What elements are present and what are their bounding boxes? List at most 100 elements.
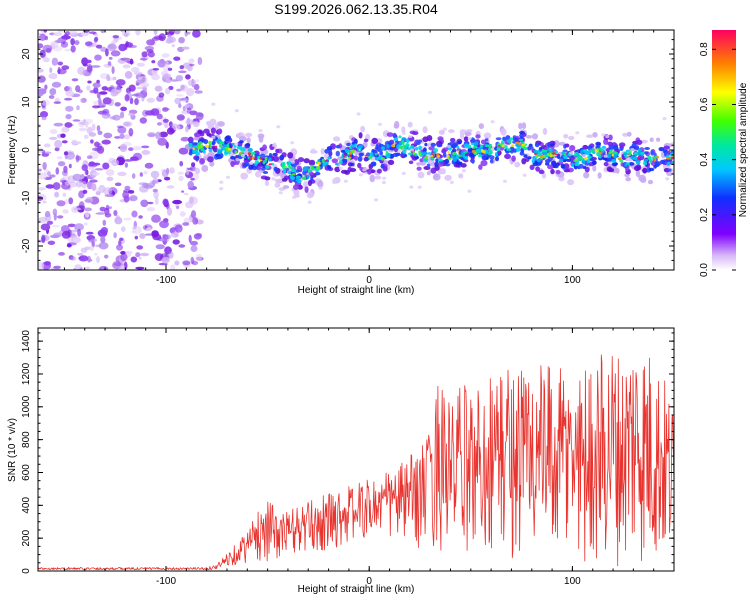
noise-blob (114, 182, 122, 187)
signal-blob (219, 144, 222, 148)
noise-blob (131, 173, 136, 179)
noise-blob (106, 74, 111, 82)
noise-blob (85, 211, 90, 218)
signal-blob (549, 154, 553, 158)
signal-blob (444, 158, 450, 164)
signal-blob (523, 154, 528, 158)
signal-blob (502, 136, 507, 141)
signal-blob (501, 144, 505, 148)
signal-blob (452, 158, 457, 162)
noise-blob (71, 78, 79, 82)
signal-blob (591, 149, 595, 153)
noise-blob (116, 125, 124, 129)
signal-blob (563, 168, 570, 173)
noise-blob (84, 246, 91, 250)
signal-blob (448, 129, 455, 134)
noise-blob (64, 97, 73, 101)
noise-blob (83, 134, 89, 139)
signal-blob (369, 174, 376, 183)
noise-blob (141, 94, 145, 102)
noise-blob (75, 154, 80, 163)
signal-blob (335, 144, 341, 149)
signal-blob (529, 164, 535, 170)
signal-blob (199, 144, 204, 148)
noise-blob (48, 95, 55, 99)
signal-blob (628, 162, 635, 166)
noise-blob (111, 66, 115, 74)
signal-outlier (258, 129, 263, 133)
signal-blob (424, 142, 428, 147)
signal-outlier (211, 135, 216, 139)
signal-blob (371, 137, 379, 144)
noise-blob (47, 240, 56, 245)
noise-blob (43, 30, 47, 33)
signal-outlier (333, 178, 338, 182)
noise-blob (108, 56, 113, 60)
signal-blob (521, 158, 527, 165)
noise-blob (61, 170, 68, 176)
noise-blob (46, 220, 54, 225)
signal-blob (521, 143, 526, 147)
noise-blob (44, 84, 48, 90)
noise-blob (76, 105, 80, 111)
signal-blob (203, 139, 209, 145)
noise-blob (48, 73, 58, 80)
signal-blob (427, 152, 432, 155)
signal-blob (456, 150, 460, 153)
noise-blob (117, 171, 127, 177)
noise-blob (63, 151, 69, 156)
noise-blob (130, 156, 139, 161)
signal-blob (648, 167, 655, 172)
signal-blob (238, 152, 242, 155)
signal-blob (416, 166, 422, 171)
signal-blob (422, 126, 428, 134)
noise-blob (119, 144, 128, 152)
signal-blob (563, 153, 567, 156)
noise-blob (194, 79, 200, 83)
noise-blob (178, 244, 186, 248)
noise-blob (157, 122, 162, 126)
noise-blob (171, 44, 175, 48)
signal-blob (475, 134, 481, 139)
signal-blob (551, 160, 557, 166)
snr-xtick-label: 100 (564, 576, 581, 587)
snr-ytick-label: 600 (21, 464, 32, 481)
noise-blob (190, 240, 198, 246)
colorbar: 0.0 0.2 0.4 0.6 0.8 Normalized spectral ampl… (699, 30, 749, 277)
signal-blob (611, 159, 617, 163)
signal-blob (635, 139, 643, 145)
noise-blob (147, 201, 154, 205)
signal-blob (314, 171, 321, 176)
noise-blob (169, 167, 175, 174)
signal-blob (208, 148, 213, 153)
signal-blob (203, 149, 206, 154)
noise-blob (152, 68, 160, 71)
signal-blob (192, 147, 195, 151)
signal-blob (359, 152, 365, 157)
snr-frame (37, 327, 675, 572)
signal-blob (463, 155, 469, 160)
noise-blob (135, 30, 141, 36)
signal-blob (511, 144, 515, 147)
signal-outlier (338, 166, 343, 170)
noise-blob (38, 91, 44, 97)
signal-blob (446, 154, 450, 159)
noise-blob (57, 30, 63, 33)
heatmap-ytick-label: 0 (21, 147, 32, 153)
signal-blob (200, 147, 204, 150)
signal-blob (474, 141, 479, 146)
noise-blob (182, 260, 191, 266)
noise-blob (124, 162, 129, 168)
signal-blob (405, 143, 410, 146)
signal-blob (649, 137, 654, 142)
signal-blob (360, 125, 365, 133)
signal-blob (247, 152, 251, 156)
signal-outlier (307, 200, 312, 204)
snr-series-line (38, 354, 674, 571)
signal-blob (363, 138, 369, 143)
noise-blob (94, 54, 102, 61)
signal-blob (571, 162, 574, 168)
noise-blob (89, 179, 98, 183)
noise-blob (164, 60, 169, 67)
